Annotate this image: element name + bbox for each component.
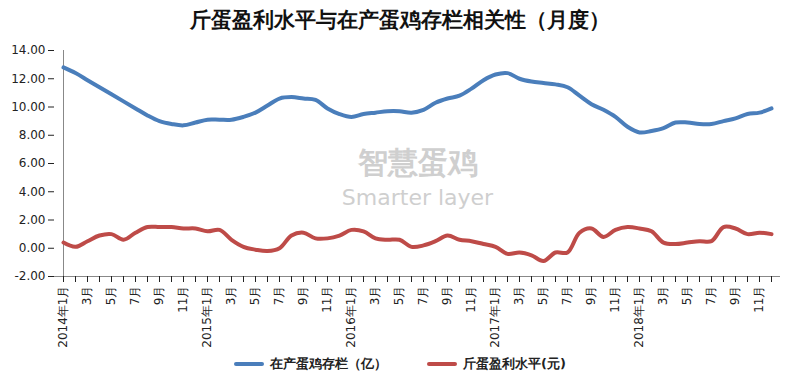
- svg-text:8.00: 8.00: [19, 128, 46, 142]
- svg-text:2018年1月: 2018年1月: [632, 286, 646, 348]
- svg-text:11月: 11月: [320, 286, 334, 313]
- svg-text:智慧蛋鸡: 智慧蛋鸡: [357, 145, 478, 180]
- svg-text:2016年1月: 2016年1月: [344, 286, 358, 348]
- svg-text:5月: 5月: [680, 286, 694, 306]
- svg-text:5月: 5月: [392, 286, 406, 306]
- html-text:斤蛋盈利水平与在产蛋鸡存栏相关性（月度）: 斤蛋盈利水平与在产蛋鸡存栏相关性（月度）: [190, 7, 610, 32]
- svg-text:9月: 9月: [152, 286, 166, 306]
- svg-text:4.00: 4.00: [19, 185, 46, 199]
- svg-text:9月: 9月: [584, 286, 598, 306]
- svg-text:14.00: 14.00: [11, 43, 45, 57]
- svg-text:3月: 3月: [512, 286, 526, 306]
- svg-text:9月: 9月: [440, 286, 454, 306]
- svg-text:2015年1月: 2015年1月: [200, 286, 214, 348]
- svg-text:7月: 7月: [560, 286, 574, 306]
- svg-text:3月: 3月: [224, 286, 238, 306]
- svg-text:3月: 3月: [368, 286, 382, 306]
- svg-text:5月: 5月: [248, 286, 262, 306]
- svg-text:11月: 11月: [752, 286, 766, 313]
- svg-text:5月: 5月: [104, 286, 118, 306]
- svg-text:12.00: 12.00: [11, 72, 45, 86]
- svg-text:9月: 9月: [296, 286, 310, 306]
- svg-text:11月: 11月: [464, 286, 478, 313]
- svg-text:7月: 7月: [416, 286, 430, 306]
- svg-text:6.00: 6.00: [19, 156, 46, 170]
- svg-text:2014年1月: 2014年1月: [56, 286, 70, 348]
- svg-text:2017年1月: 2017年1月: [488, 286, 502, 348]
- html-text:斤蛋盈利水平(元): 斤蛋盈利水平(元): [463, 356, 566, 371]
- svg-text:7月: 7月: [704, 286, 718, 306]
- svg-text:7月: 7月: [128, 286, 142, 306]
- svg-text:11月: 11月: [608, 286, 622, 313]
- svg-text:5月: 5月: [536, 286, 550, 306]
- svg-text:3月: 3月: [80, 286, 94, 306]
- svg-text:3月: 3月: [656, 286, 670, 306]
- svg-text:2.00: 2.00: [19, 213, 46, 227]
- svg-text:Smarter layer: Smarter layer: [342, 185, 494, 210]
- svg-text:9月: 9月: [728, 286, 742, 306]
- svg-text:10.00: 10.00: [11, 100, 45, 114]
- svg-text:7月: 7月: [272, 286, 286, 306]
- svg-text:11月: 11月: [176, 286, 190, 313]
- svg-text:-2.00: -2.00: [14, 269, 45, 283]
- svg-text:0.00: 0.00: [19, 241, 46, 255]
- html-text:在产蛋鸡存栏（亿）: 在产蛋鸡存栏（亿）: [270, 356, 387, 371]
